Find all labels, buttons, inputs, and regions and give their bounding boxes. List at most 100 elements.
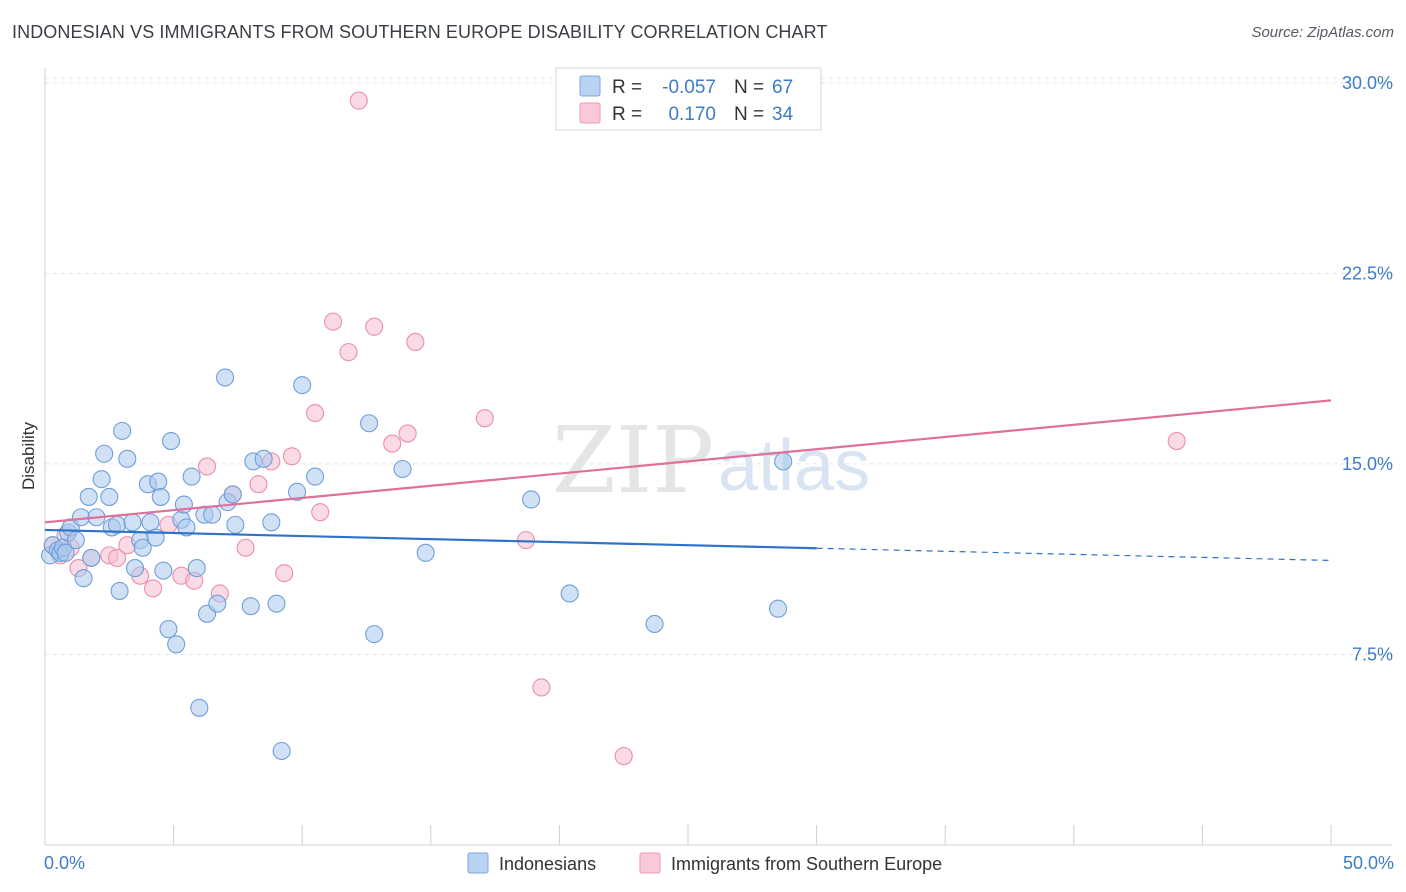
x-tick-label-min: 0.0% <box>44 853 85 873</box>
indonesian-point <box>74 569 93 588</box>
legend-r-label-pink: R = <box>612 104 642 125</box>
trend-lines <box>44 399 1332 562</box>
indonesian-point <box>522 490 541 509</box>
southern-europe-point <box>365 317 384 336</box>
indonesian-point <box>177 518 196 537</box>
southern-europe-point <box>282 447 301 466</box>
legend-r-label-blue: R = <box>612 77 642 98</box>
bottom-legend-swatch-pink <box>639 852 661 874</box>
legend-r-value-blue: -0.057 <box>662 77 716 98</box>
indonesian-point <box>306 467 325 486</box>
correlation-legend: R = -0.057 N = 67 R = 0.170 N = 34 <box>555 67 822 131</box>
indonesian-point <box>154 561 173 580</box>
y-tick-label: 22.5% <box>1342 263 1393 283</box>
bottom-legend-label-blue: Indonesians <box>499 854 596 874</box>
watermark-atlas: atlas <box>718 426 870 506</box>
southern-europe-point <box>249 475 268 494</box>
indonesian-point <box>774 452 793 471</box>
indonesian-trend-extension <box>816 547 1332 562</box>
indonesian-point <box>82 548 101 567</box>
indonesian-point <box>159 619 178 639</box>
chart-source: Source: ZipAtlas.com <box>1251 24 1394 41</box>
southern-europe-point <box>383 434 402 453</box>
southern-europe-point <box>197 457 217 476</box>
chart-title: INDONESIAN VS IMMIGRANTS FROM SOUTHERN E… <box>12 22 828 42</box>
y-tick-label: 15.0% <box>1342 454 1393 474</box>
southern-europe-point <box>107 548 127 567</box>
bottom-legend-swatch-blue <box>467 852 489 874</box>
indonesian-point <box>95 444 114 463</box>
indonesian-point <box>125 559 145 578</box>
indonesian-point <box>79 487 98 506</box>
legend-swatch-blue <box>579 75 601 97</box>
legend-n-label-pink: N = <box>734 104 764 125</box>
indonesian-point <box>226 515 245 534</box>
indonesian-point <box>768 599 788 618</box>
legend-n-value-blue: 67 <box>772 77 793 98</box>
legend-r-value-pink: 0.170 <box>668 104 716 125</box>
southern-europe-trend-line <box>44 399 1332 524</box>
indonesian-point <box>187 559 206 578</box>
indonesian-point <box>223 485 242 504</box>
southern-europe-point <box>1167 431 1186 451</box>
indonesian-point <box>393 459 412 479</box>
indonesian-point <box>141 513 160 532</box>
southern-europe-point <box>349 91 368 110</box>
blue-series-points <box>41 368 793 761</box>
indonesian-point <box>360 414 379 433</box>
indonesian-point <box>190 698 209 717</box>
southern-europe-point <box>324 312 343 331</box>
indonesian-point <box>100 487 119 506</box>
y-axis-title: Disability <box>19 421 38 490</box>
indonesian-point <box>560 584 579 603</box>
indonesian-point <box>254 449 273 468</box>
indonesian-point <box>288 482 307 501</box>
axes-layer: 7.5% 15.0% 22.5% 30.0% <box>44 68 1393 846</box>
indonesian-point <box>241 597 260 616</box>
indonesian-trend-line <box>44 528 817 550</box>
indonesian-point <box>92 470 111 489</box>
indonesian-point <box>118 449 137 468</box>
watermark: ZIP atlas <box>552 407 870 514</box>
southern-europe-point <box>339 343 358 362</box>
southern-europe-point <box>236 538 255 557</box>
bottom-legend-label-pink: Immigrants from Southern Europe <box>671 854 942 874</box>
southern-europe-point <box>406 332 425 352</box>
southern-europe-point <box>306 404 325 423</box>
indonesian-point <box>161 431 181 451</box>
indonesian-point <box>110 581 129 600</box>
indonesian-point <box>272 741 291 761</box>
series-legend: Indonesians Immigrants from Southern Eur… <box>467 852 942 874</box>
legend-n-value-pink: 34 <box>772 104 794 125</box>
southern-europe-point <box>143 579 163 598</box>
indonesian-point <box>215 368 235 387</box>
legend-n-label-blue: N = <box>734 77 764 98</box>
indonesian-point <box>182 467 201 486</box>
indonesian-point <box>167 635 186 654</box>
indonesian-point <box>365 625 384 644</box>
indonesian-point <box>123 513 142 532</box>
southern-europe-point <box>614 747 633 766</box>
indonesian-point <box>151 487 170 506</box>
indonesian-point <box>208 594 227 613</box>
indonesian-point <box>293 376 312 395</box>
x-tick-label-max: 50.0% <box>1343 853 1394 873</box>
indonesian-point <box>113 421 132 440</box>
y-tick-label: 30.0% <box>1342 73 1393 93</box>
southern-europe-point <box>398 424 417 443</box>
y-tick-label: 7.5% <box>1352 644 1393 664</box>
indonesian-point <box>133 538 152 557</box>
indonesian-point <box>262 513 281 532</box>
southern-europe-point <box>532 678 551 697</box>
indonesian-point <box>149 472 168 491</box>
indonesian-point <box>267 594 286 613</box>
indonesian-point <box>203 505 222 524</box>
indonesian-point <box>645 614 664 634</box>
indonesian-point <box>66 531 85 550</box>
indonesian-point <box>416 543 435 562</box>
southern-europe-point <box>275 564 294 583</box>
grid-layer <box>45 77 1392 655</box>
southern-europe-point <box>475 409 494 428</box>
legend-swatch-pink <box>579 102 601 124</box>
